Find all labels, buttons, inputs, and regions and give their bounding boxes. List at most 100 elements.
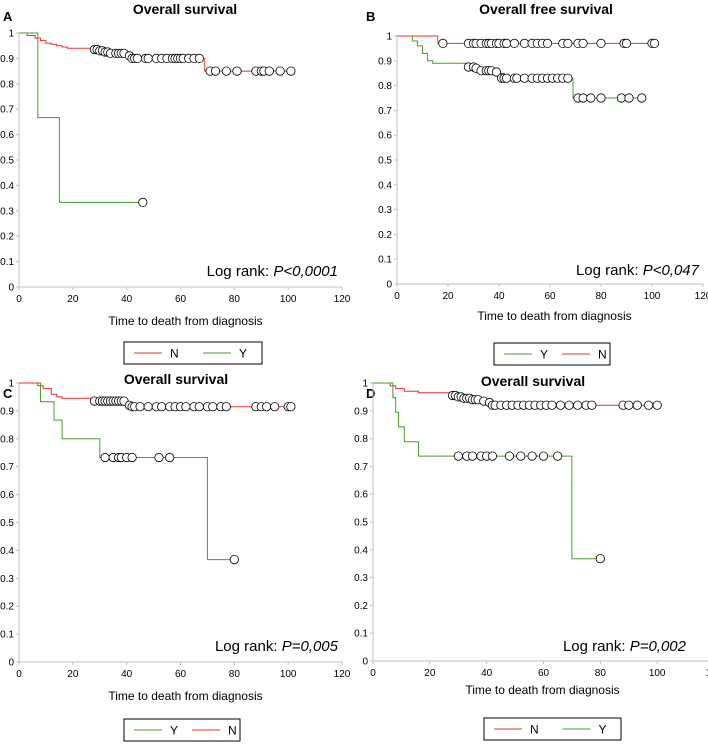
censor-mark-n [264, 66, 274, 76]
censor-mark-y [578, 93, 588, 103]
x-tick-label: 40 [121, 669, 133, 680]
series-y [373, 382, 605, 564]
censor-mark-n [261, 402, 272, 412]
censor-mark-n [509, 38, 519, 49]
y-tick-label: 0.7 [0, 462, 14, 473]
censor-mark-y [553, 451, 563, 461]
censor-mark-y [127, 452, 137, 463]
y-tick-label: 0.9 [378, 56, 392, 67]
y-tick-label: 0.2 [0, 602, 14, 613]
series-y [397, 35, 647, 103]
legend-box [493, 342, 611, 366]
survival-curve-n [19, 32, 291, 72]
y-tick-label: 0.6 [354, 490, 368, 501]
x-tick-label: 60 [544, 291, 556, 302]
legend-label-n: N [228, 724, 237, 738]
legend-label-y: Y [239, 347, 247, 361]
censor-mark-n [624, 400, 634, 410]
x-tick-label: 0 [370, 668, 376, 679]
y-tick-label: 0.5 [354, 518, 368, 529]
y-tick-label: 1 [8, 29, 14, 40]
log-rank-p-value: P<0,0001 [273, 263, 338, 280]
censor-mark-n [194, 402, 204, 412]
legend-box [123, 341, 263, 365]
censor-mark-y [519, 73, 530, 83]
censor-mark-n [596, 38, 606, 49]
series-y [19, 382, 239, 565]
censor-mark-y [154, 452, 164, 463]
y-tick-label: 0.7 [378, 106, 392, 117]
x-tick-label: 40 [121, 294, 133, 305]
y-tick-label: 1 [386, 32, 392, 43]
censor-mark-n [221, 66, 231, 76]
log-rank-prefix: Log rank: [576, 262, 643, 279]
censor-mark-y [504, 451, 514, 461]
censor-mark-n [275, 66, 285, 76]
censor-mark-n [135, 402, 145, 412]
y-tick-label: 1 [362, 379, 368, 390]
y-tick-label: 0.3 [354, 573, 368, 584]
x-tick-label: 0 [16, 294, 22, 305]
y-tick-label: 0.8 [354, 434, 368, 445]
y-tick-label: 0.3 [0, 206, 14, 217]
log-rank-annotation: Log rank: P<0,0001 [207, 263, 338, 280]
y-tick-label: 0.2 [378, 230, 392, 241]
series-n [19, 32, 296, 76]
x-tick-label: 120 [334, 669, 351, 680]
censor-mark-y [512, 73, 522, 83]
censor-mark-y [637, 93, 647, 103]
censor-mark-n [286, 402, 296, 412]
censor-mark-n [578, 38, 588, 49]
censor-mark-y [563, 73, 573, 83]
y-tick-label: 0 [8, 658, 14, 669]
log-rank-annotation: Log rank: P=0,002 [563, 638, 687, 655]
y-tick-label: 0.1 [0, 630, 14, 641]
chart-title: Overall free survival [479, 1, 613, 17]
censor-mark-n [555, 400, 566, 410]
x-axis-title: Time to death from diagnosis [108, 314, 262, 328]
censor-mark-y [100, 452, 110, 463]
survival-curve-y [19, 382, 235, 561]
censor-mark-y [538, 451, 549, 461]
censor-mark-n [572, 400, 583, 410]
y-tick-label: 0.8 [0, 434, 14, 445]
censor-mark-y [467, 451, 478, 461]
log-rank-annotation: Log rank: P=0,005 [215, 638, 339, 655]
censor-mark-y [491, 67, 501, 77]
y-tick-label: 0.5 [0, 518, 14, 529]
x-tick-label: 80 [229, 294, 241, 305]
y-tick-label: 0.8 [0, 79, 14, 90]
x-tick-label: 20 [67, 669, 79, 680]
y-tick-label: 0.4 [378, 180, 392, 191]
censor-mark-n [157, 402, 167, 412]
km-panel-a: A Overall survival 0 0.1 0.2 0.3 0.4 0.5 0.6 0.7 0… [0, 1, 351, 365]
x-tick-label: 0 [16, 669, 22, 680]
y-tick-label: 0.7 [0, 105, 14, 116]
censor-mark-n [208, 402, 218, 412]
censor-mark-n [132, 53, 142, 64]
y-tick-label: 0.1 [0, 257, 14, 268]
series-n [373, 382, 662, 410]
log-rank-p-value: P<0,047 [643, 262, 700, 279]
y-tick-label: 0.3 [0, 574, 14, 585]
survival-curve-y [19, 32, 143, 203]
x-tick-label: 20 [424, 668, 436, 679]
y-tick-label: 1 [8, 379, 14, 390]
y-tick-label: 0.4 [354, 545, 368, 556]
censor-mark-n [232, 66, 242, 76]
censor-mark-y [229, 554, 239, 565]
series-y [19, 32, 148, 207]
panel-label: C [3, 386, 13, 401]
y-tick-label: 0.5 [378, 156, 392, 167]
y-tick-label: 0.3 [378, 205, 392, 216]
x-tick-label: 100 [280, 294, 297, 305]
km-panel-d: D Overall survival 0 0.1 0.2 0.3 0.4 0.5 0.6 0.7 0… [354, 373, 708, 741]
censor-mark-y [595, 554, 605, 564]
x-tick-label: 120 [706, 668, 708, 679]
legend-label-y: Y [599, 723, 607, 737]
y-tick-label: 0.4 [0, 546, 14, 557]
legend-box [123, 718, 241, 742]
x-tick-label: 0 [394, 291, 400, 302]
